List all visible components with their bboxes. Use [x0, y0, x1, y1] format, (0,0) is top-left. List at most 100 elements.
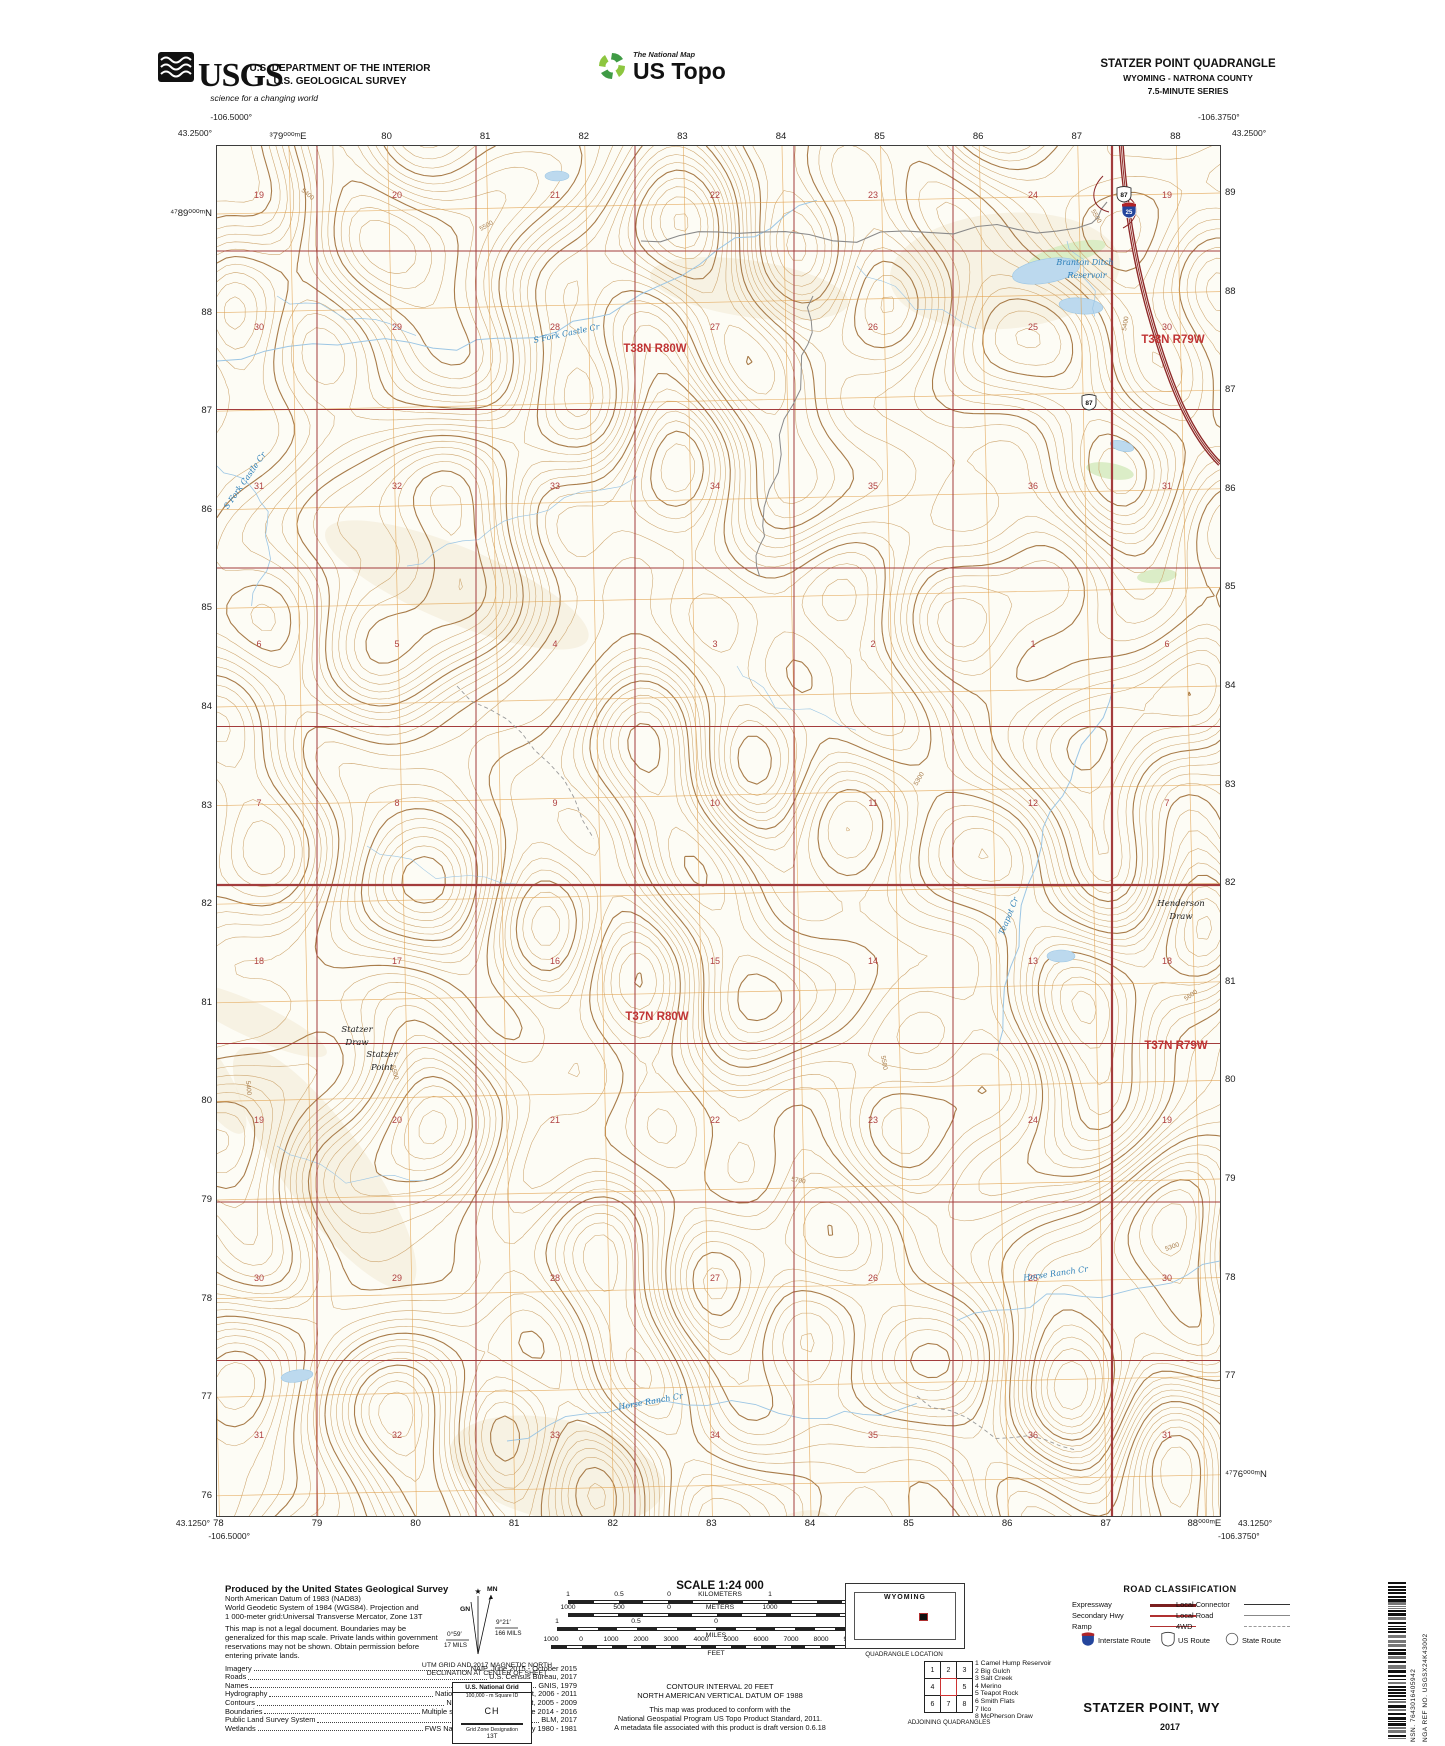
scale-segment	[566, 1646, 582, 1648]
feet-label: 7000	[783, 1636, 799, 1643]
shield-number: 87	[1120, 192, 1128, 199]
utm-grid-label-left: 80	[201, 1095, 212, 1107]
adjoining-cell: 8	[956, 1695, 973, 1713]
legend-shield-label: US Route	[1178, 1636, 1211, 1645]
utm-northing-line	[217, 981, 1220, 1004]
adjoining-quad-name: 1 Camel Hump Reservoir	[975, 1660, 1052, 1667]
utm-grid-label-left: 79	[201, 1194, 212, 1205]
mn-label: MN	[487, 1586, 498, 1593]
utm-grid-label-left: 86	[201, 503, 212, 515]
corner-coord-ne-lon: -106.3750°	[1198, 112, 1240, 122]
section-number: 19	[254, 1115, 264, 1125]
legend-shield-svg	[1161, 1631, 1175, 1647]
utm-grid-label-top: 86	[972, 131, 984, 142]
credit-row: Imagery NAIP, June 2015 - October 2015	[225, 1664, 577, 1674]
index-contour	[217, 146, 1220, 1516]
interstate-shield: 25	[1121, 202, 1137, 219]
utm-grid-label-left: 88	[201, 306, 212, 318]
utm-northing-line	[217, 291, 1220, 313]
stream	[956, 1260, 1220, 1321]
credit-key: Wetlands	[225, 1723, 256, 1733]
section-number: 35	[868, 1430, 878, 1440]
scale-segment	[835, 1646, 851, 1648]
section-number: 23	[868, 1115, 878, 1125]
usgs-logo: USGS science for a changing world	[158, 52, 328, 114]
national-map-icon	[596, 50, 628, 87]
scale-segment	[815, 1614, 841, 1616]
usgs-tagline: science for a changing world	[210, 93, 318, 103]
credit-leader	[269, 1695, 433, 1697]
department-heading: U.S. DEPARTMENT OF THE INTERIOR U.S. GEO…	[240, 62, 440, 88]
credit-value: U.S. Census Bureau, 2017	[489, 1672, 577, 1682]
barcode-bar	[1388, 1591, 1406, 1594]
sheet-title: STATZER POINT, WY	[1083, 1700, 1220, 1715]
scale-segment	[569, 1601, 594, 1603]
scale-segment	[820, 1646, 836, 1648]
adjoining-quad-name: 7 Ilco	[975, 1705, 992, 1713]
quad-location-marker	[919, 1613, 929, 1622]
utm-grid-label-right: 83	[1225, 778, 1236, 790]
meters-label: METERS	[705, 1604, 735, 1611]
section-number: 24	[1028, 1115, 1038, 1125]
utm-grid-label-left: 85	[201, 602, 212, 614]
contour-elevation-label: 5700	[791, 1176, 807, 1185]
pond	[1012, 257, 1080, 285]
legal-line: This map is not a legal document. Bounda…	[225, 1624, 407, 1634]
contour-interval-block: CONTOUR INTERVAL 20 FEET NORTH AMERICAN …	[540, 1682, 900, 1700]
contour-elevation-label: 5400	[1121, 316, 1130, 332]
section-number: 30	[1162, 1273, 1172, 1283]
pond	[280, 1369, 314, 1383]
contour-line	[217, 146, 1220, 1516]
section-number: 27	[710, 322, 720, 332]
scale-segment	[696, 1628, 716, 1630]
scale-segment	[701, 1646, 716, 1648]
credit-key: Contours	[225, 1697, 255, 1707]
section-number: 12	[1028, 798, 1038, 808]
section-number: 31	[1162, 481, 1172, 491]
scale-segment	[593, 1601, 619, 1603]
credit-key: Roads	[225, 1672, 247, 1682]
adjoining-cell: 2	[940, 1661, 957, 1679]
utm-easting-line	[1077, 146, 1108, 1516]
feet-label: 3000	[663, 1636, 679, 1643]
scale-segment	[755, 1628, 776, 1630]
barcode-bar	[1388, 1625, 1406, 1627]
section-number: 33	[550, 481, 560, 491]
miles-word: MILES	[705, 1632, 727, 1639]
section-number: 14	[868, 956, 878, 966]
scale-segment	[834, 1628, 855, 1630]
section-number: 24	[1028, 190, 1038, 200]
credit-leader	[248, 1678, 488, 1680]
section-number: 30	[1162, 322, 1172, 332]
scale-segment	[767, 1601, 793, 1603]
sheet-year: 2017	[1159, 1722, 1180, 1732]
utm-grid-label-right: 87	[1225, 384, 1236, 396]
section-number: 35	[868, 481, 878, 491]
scale-segment	[597, 1628, 618, 1630]
road-classification: ROAD CLASSIFICATION	[1030, 1584, 1330, 1594]
datum-line: North American Datum of 1983 (NAD83)	[225, 1594, 361, 1603]
legend-shield-label: State Route	[1242, 1636, 1282, 1645]
feet-label: 8000	[813, 1636, 829, 1643]
section-number: 19	[1162, 1115, 1172, 1125]
credit-key: Public Land Survey System	[225, 1715, 316, 1725]
quadrangle-subtitle: WYOMING - NATRONA COUNTY	[1123, 73, 1253, 83]
utm-grid-label-top: ³79⁰⁰⁰ᵐE	[269, 131, 307, 142]
section-number: 28	[550, 322, 560, 332]
path-element	[615, 65, 626, 77]
div-element: National Geospatial Program US Topo Prod…	[617, 1713, 823, 1723]
section-number: 31	[254, 1430, 264, 1440]
barcode-bar	[1388, 1713, 1406, 1715]
barcode-bar	[1388, 1709, 1406, 1712]
interstate-shield	[1225, 1632, 1239, 1646]
barcode-bar	[1388, 1660, 1406, 1664]
usng-gzd: 13T	[486, 1733, 498, 1740]
feet-bar	[551, 1645, 881, 1649]
contour-elevation-label: 5300	[1164, 1241, 1180, 1253]
barcode-bar	[1388, 1695, 1406, 1698]
place-name-label: Statzer	[366, 1050, 398, 1060]
utm-northing-line	[217, 192, 1220, 215]
utm-grid-label-top: 83	[677, 131, 688, 142]
corner-coord-se-lat: 43.1250°	[1238, 1518, 1273, 1528]
adjoining-quad-name: 3 Salt Creek	[975, 1675, 1013, 1683]
